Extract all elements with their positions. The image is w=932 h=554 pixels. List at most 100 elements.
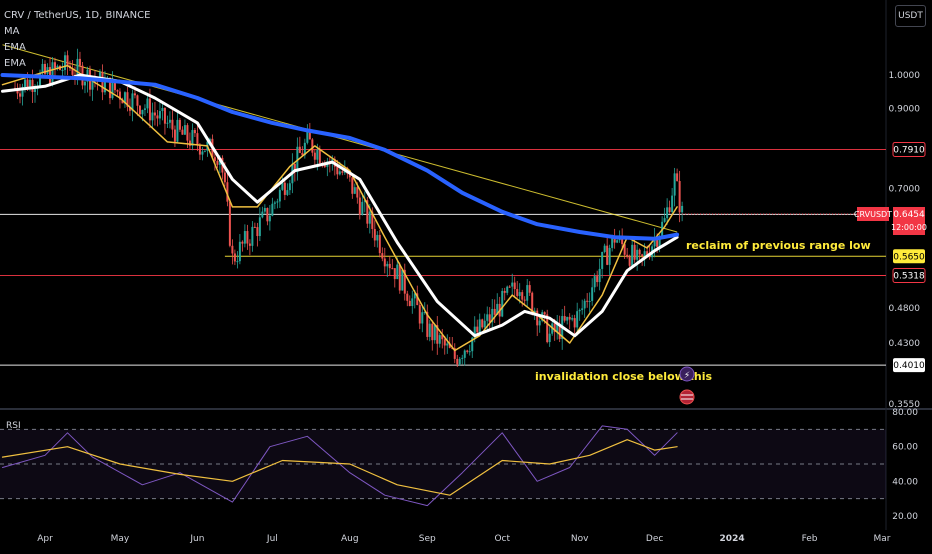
candle-body — [243, 231, 246, 244]
candle-body — [103, 80, 106, 93]
candle-body — [368, 211, 371, 224]
ema-fast-line — [1, 64, 678, 352]
candle-body — [311, 139, 314, 153]
candle-body — [118, 91, 121, 100]
candle-body — [358, 197, 361, 215]
candle-body — [308, 130, 311, 140]
candle-body — [521, 292, 524, 300]
candle-body — [638, 249, 641, 255]
candle-body — [83, 81, 86, 86]
time-tick-label: Aug — [341, 534, 359, 544]
currency-button[interactable]: USDT — [895, 5, 926, 27]
candle-body — [133, 93, 136, 96]
rsi-tick-label: 20.00 — [892, 512, 918, 522]
candle-body — [633, 244, 636, 260]
time-tick-label: Jun — [189, 534, 204, 544]
candle-body — [288, 183, 291, 191]
event-bolt-glyph: ⚡ — [684, 371, 690, 381]
candle-body — [188, 140, 191, 146]
candle-body — [591, 287, 594, 301]
indicator-ema-label-1[interactable]: EMA — [4, 42, 26, 53]
candle-body — [646, 251, 649, 256]
candle-body — [673, 173, 676, 196]
candle-body — [338, 171, 341, 175]
candle-body — [478, 319, 481, 333]
candle-body — [538, 320, 541, 326]
candle-body — [441, 335, 444, 340]
candle-body — [473, 326, 476, 338]
candle-body — [341, 171, 344, 173]
candle-body — [568, 316, 571, 320]
price-tick-label: 1.0000 — [889, 71, 921, 81]
candle-body — [598, 268, 601, 283]
candle-body — [663, 218, 666, 222]
candle-body — [356, 187, 359, 198]
candle-body — [656, 237, 659, 247]
candle-body — [496, 303, 499, 315]
candle-body — [516, 289, 519, 296]
trendline — [2, 44, 678, 233]
candle-body — [446, 343, 449, 346]
candle-body — [578, 309, 581, 312]
symbol-tag-bg — [857, 207, 889, 221]
candle-body — [116, 90, 119, 92]
candle-body — [108, 77, 111, 99]
candle-body — [488, 314, 491, 323]
candle-body — [193, 130, 196, 134]
level-tag-05318: 0.5318 — [893, 272, 925, 282]
candle-body — [151, 112, 154, 121]
candle-body — [271, 203, 274, 216]
candle-body — [483, 320, 486, 328]
candle-body — [548, 333, 551, 343]
candle-body — [173, 129, 176, 142]
candle-body — [373, 228, 376, 241]
candle-body — [458, 358, 461, 365]
candle-body — [658, 236, 661, 247]
candle-body — [388, 263, 391, 269]
candle-body — [581, 308, 584, 310]
level-tag-border — [892, 268, 926, 284]
indicator-ma-label[interactable]: MA — [4, 26, 20, 37]
candle-body — [671, 195, 674, 213]
candle-body — [623, 244, 626, 255]
candle-body — [678, 180, 681, 213]
candle-body — [416, 293, 419, 306]
candle-body — [276, 201, 279, 203]
candle-body — [563, 316, 566, 321]
candle-body — [603, 245, 606, 253]
price-tick-label: 0.4800 — [889, 304, 921, 314]
candle-body — [576, 311, 579, 328]
candle-body — [676, 173, 679, 181]
level-tag-04010: 0.4010 — [893, 361, 925, 371]
time-tick-label: Jul — [266, 534, 278, 544]
time-tick-label: Apr — [37, 534, 53, 544]
candle-body — [531, 292, 534, 314]
candle-body — [161, 107, 164, 112]
rsi-line — [2, 425, 678, 507]
level-tag-05318-bg — [893, 268, 925, 283]
candle-body — [303, 142, 306, 156]
candle-body — [456, 358, 459, 365]
candle-body — [556, 323, 559, 332]
candle-body — [53, 62, 56, 69]
candle-body — [363, 200, 366, 202]
candle-body — [158, 111, 161, 119]
candle-body — [278, 189, 281, 202]
indicator-ema-label-2[interactable]: EMA — [4, 58, 26, 69]
candle-body — [523, 299, 526, 301]
rsi-signal-line — [1, 439, 678, 496]
candle-body — [393, 268, 396, 280]
candle-body — [141, 109, 144, 115]
candle-body — [268, 215, 271, 222]
price-tick-label: 0.4300 — [889, 339, 921, 349]
candle-body — [236, 261, 239, 263]
candle-body — [198, 144, 201, 155]
candle-body — [286, 190, 289, 195]
candle-body — [181, 129, 184, 135]
candle-body — [71, 68, 74, 75]
candle-body — [156, 115, 159, 119]
candle-body — [201, 151, 204, 155]
candle-body — [263, 207, 266, 212]
